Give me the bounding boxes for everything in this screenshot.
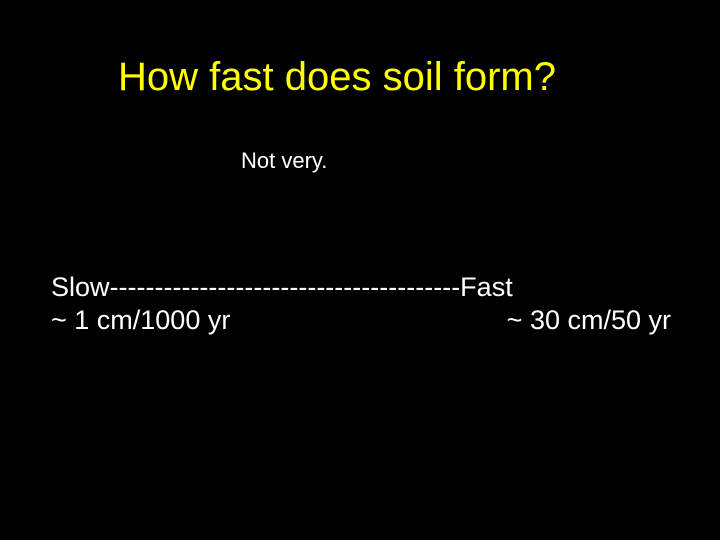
slide-subtitle: Not very.: [241, 148, 327, 174]
rate-slow-label: ~ 1 cm/1000 yr: [51, 305, 230, 336]
slide-title: How fast does soil form?: [118, 55, 556, 100]
rate-fast-label: ~ 30 cm/50 yr: [507, 305, 671, 336]
scale-line: Slow------------------------------------…: [51, 272, 513, 303]
rate-row: ~ 1 cm/1000 yr ~ 30 cm/50 yr: [51, 305, 671, 336]
